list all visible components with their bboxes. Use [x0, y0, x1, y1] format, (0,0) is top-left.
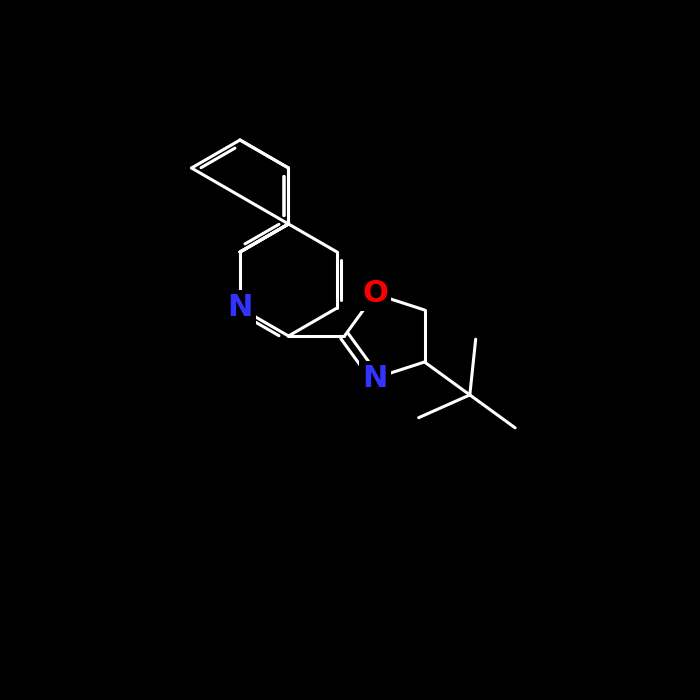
Text: N: N [363, 363, 388, 393]
Text: N: N [228, 293, 253, 323]
Text: O: O [362, 279, 388, 309]
